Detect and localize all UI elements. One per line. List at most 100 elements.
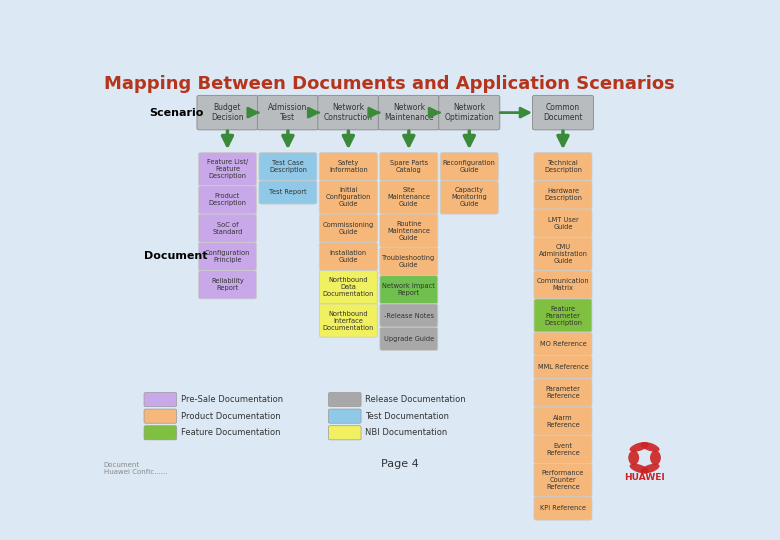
- Ellipse shape: [629, 464, 649, 474]
- FancyBboxPatch shape: [319, 214, 378, 242]
- FancyBboxPatch shape: [533, 96, 594, 130]
- Text: Troubleshooting
Guide: Troubleshooting Guide: [382, 255, 435, 268]
- Text: Test Report: Test Report: [269, 190, 307, 195]
- Text: -Release Notes: -Release Notes: [384, 313, 434, 319]
- Text: Mapping Between Documents and Application Scenarios: Mapping Between Documents and Applicatio…: [104, 75, 674, 93]
- FancyBboxPatch shape: [319, 242, 378, 271]
- Text: Budget
Decision: Budget Decision: [211, 103, 244, 123]
- Text: Upgrade Guide: Upgrade Guide: [384, 336, 434, 342]
- Ellipse shape: [628, 450, 639, 465]
- Text: Commissioning
Guide: Commissioning Guide: [323, 222, 374, 235]
- FancyBboxPatch shape: [534, 271, 592, 299]
- FancyBboxPatch shape: [534, 497, 592, 520]
- FancyBboxPatch shape: [380, 275, 438, 304]
- FancyBboxPatch shape: [197, 96, 258, 130]
- FancyBboxPatch shape: [438, 96, 500, 130]
- Text: Event
Reference: Event Reference: [546, 443, 580, 456]
- Ellipse shape: [650, 450, 661, 465]
- Text: Communication
Matrix: Communication Matrix: [537, 278, 589, 291]
- Text: Network
Maintenance: Network Maintenance: [384, 103, 434, 123]
- FancyBboxPatch shape: [328, 426, 361, 440]
- Text: CMU
Administration
Guide: CMU Administration Guide: [538, 244, 587, 264]
- Text: Network
Construction: Network Construction: [324, 103, 373, 123]
- Text: Network
Optimization: Network Optimization: [445, 103, 494, 123]
- Text: Release Documentation: Release Documentation: [365, 395, 466, 404]
- Text: Northbound
Interface
Documentation: Northbound Interface Documentation: [323, 310, 374, 330]
- Text: SoC of
Standard: SoC of Standard: [212, 222, 243, 235]
- FancyBboxPatch shape: [534, 435, 592, 463]
- FancyBboxPatch shape: [144, 393, 177, 407]
- Ellipse shape: [640, 442, 660, 452]
- Text: Reliability
Report: Reliability Report: [211, 278, 244, 291]
- Text: Site
Maintenance
Guide: Site Maintenance Guide: [388, 187, 431, 207]
- FancyBboxPatch shape: [144, 426, 177, 440]
- FancyBboxPatch shape: [198, 214, 257, 242]
- Text: Northbound
Data
Documentation: Northbound Data Documentation: [323, 277, 374, 297]
- FancyBboxPatch shape: [534, 332, 592, 355]
- FancyBboxPatch shape: [534, 299, 592, 332]
- Ellipse shape: [629, 442, 649, 452]
- FancyBboxPatch shape: [259, 152, 317, 181]
- FancyBboxPatch shape: [144, 409, 177, 423]
- FancyBboxPatch shape: [534, 463, 592, 497]
- Text: Document
Huawei Confic......: Document Huawei Confic......: [104, 462, 167, 475]
- Text: Installation
Guide: Installation Guide: [330, 250, 367, 263]
- Text: HUAWEI: HUAWEI: [624, 473, 665, 482]
- Text: Spare Parts
Catalog: Spare Parts Catalog: [390, 160, 428, 173]
- FancyBboxPatch shape: [380, 327, 438, 350]
- Text: Feature
Parameter
Description: Feature Parameter Description: [544, 306, 582, 326]
- FancyBboxPatch shape: [534, 379, 592, 407]
- Text: Test Documentation: Test Documentation: [365, 411, 449, 421]
- Text: Common
Document: Common Document: [543, 103, 583, 123]
- FancyBboxPatch shape: [319, 181, 378, 214]
- FancyBboxPatch shape: [380, 247, 438, 275]
- Text: Safety
Information: Safety Information: [329, 160, 367, 173]
- FancyBboxPatch shape: [534, 407, 592, 435]
- Text: Initial
Configuration
Guide: Initial Configuration Guide: [326, 187, 371, 207]
- Text: Hardware
Description: Hardware Description: [544, 188, 582, 201]
- FancyBboxPatch shape: [534, 209, 592, 238]
- Text: MO Reference: MO Reference: [540, 341, 587, 347]
- FancyBboxPatch shape: [257, 96, 318, 130]
- FancyBboxPatch shape: [380, 214, 438, 247]
- FancyBboxPatch shape: [317, 96, 379, 130]
- Text: Feature List/
Feature
Description: Feature List/ Feature Description: [207, 159, 248, 179]
- Text: Feature Documentation: Feature Documentation: [181, 428, 281, 437]
- Text: Test Case
Description: Test Case Description: [269, 160, 307, 173]
- Text: KPI Reference: KPI Reference: [540, 505, 586, 511]
- Text: Product
Description: Product Description: [208, 193, 246, 206]
- Text: Document: Document: [144, 251, 207, 261]
- FancyBboxPatch shape: [319, 152, 378, 181]
- Text: MML Reference: MML Reference: [537, 364, 588, 370]
- Text: NBI Documentation: NBI Documentation: [365, 428, 448, 437]
- FancyBboxPatch shape: [328, 409, 361, 423]
- FancyBboxPatch shape: [259, 181, 317, 204]
- FancyBboxPatch shape: [534, 181, 592, 209]
- FancyBboxPatch shape: [440, 181, 498, 214]
- FancyBboxPatch shape: [380, 152, 438, 181]
- FancyBboxPatch shape: [534, 238, 592, 271]
- FancyBboxPatch shape: [319, 304, 378, 337]
- FancyBboxPatch shape: [198, 271, 257, 299]
- Ellipse shape: [640, 464, 660, 474]
- Text: Parameter
Reference: Parameter Reference: [545, 386, 580, 400]
- Text: Product Documentation: Product Documentation: [181, 411, 281, 421]
- Text: Page 4: Page 4: [381, 459, 419, 469]
- Text: Alarm
Reference: Alarm Reference: [546, 415, 580, 428]
- Text: Routine
Maintenance
Guide: Routine Maintenance Guide: [388, 221, 431, 241]
- Text: Scenario: Scenario: [149, 107, 204, 118]
- FancyBboxPatch shape: [198, 152, 257, 186]
- FancyBboxPatch shape: [198, 186, 257, 214]
- Text: Performance
Counter
Reference: Performance Counter Reference: [542, 470, 584, 490]
- FancyBboxPatch shape: [380, 181, 438, 214]
- FancyBboxPatch shape: [378, 96, 439, 130]
- FancyBboxPatch shape: [328, 393, 361, 407]
- Text: Network Impact
Report: Network Impact Report: [382, 284, 435, 296]
- FancyBboxPatch shape: [440, 152, 498, 181]
- FancyBboxPatch shape: [534, 355, 592, 379]
- FancyBboxPatch shape: [380, 304, 438, 327]
- Text: Pre-Sale Documentation: Pre-Sale Documentation: [181, 395, 283, 404]
- Text: LMT User
Guide: LMT User Guide: [548, 217, 578, 230]
- FancyBboxPatch shape: [534, 152, 592, 181]
- Text: Configuration
Principle: Configuration Principle: [205, 250, 250, 263]
